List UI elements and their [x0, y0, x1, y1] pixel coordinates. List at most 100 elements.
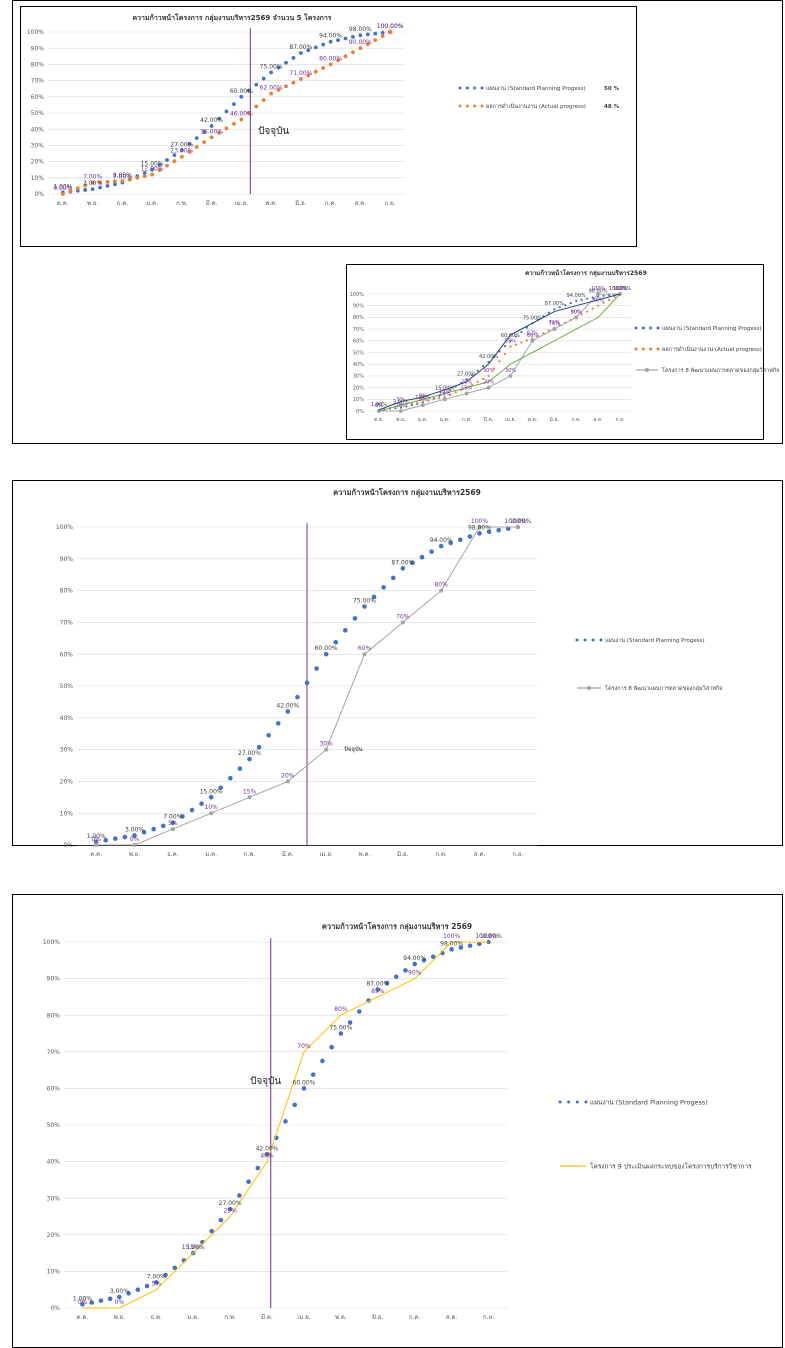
- series-point: [420, 403, 425, 408]
- data-label: 62%: [527, 330, 538, 336]
- legend-marker: [583, 638, 587, 642]
- series-point: [477, 941, 482, 947]
- data-label: 27.00%: [170, 141, 193, 148]
- data-label: 75.00%: [329, 1025, 352, 1032]
- series-point: [93, 839, 99, 845]
- data-label: 0%: [375, 403, 383, 409]
- y-tick-label: 40%: [353, 362, 364, 368]
- data-label: 80.00%: [319, 55, 342, 62]
- series-point: [247, 795, 252, 800]
- series-point: [80, 1302, 85, 1307]
- y-tick-label: 100%: [56, 524, 73, 531]
- data-label: 0%: [91, 836, 101, 843]
- series-point: [179, 154, 184, 159]
- y-tick-label: 40%: [47, 1159, 61, 1166]
- x-tick-label: ก.พ.: [462, 417, 472, 423]
- legend-marker: [599, 638, 603, 642]
- series-point: [509, 339, 512, 342]
- y-tick-label: 90%: [31, 45, 45, 52]
- legend-marker: [480, 86, 484, 90]
- series-point: [487, 374, 490, 377]
- series-point: [569, 301, 572, 305]
- series-point: [580, 313, 583, 316]
- data-label: 100%: [480, 933, 497, 940]
- y-tick-label: 90%: [47, 976, 61, 983]
- series-line: [378, 293, 621, 412]
- data-label: 90%: [593, 298, 604, 304]
- data-label: 15.00%: [141, 161, 164, 168]
- series-point: [496, 527, 501, 533]
- series-point: [503, 352, 507, 356]
- legend-marker: [458, 86, 462, 90]
- x-tick-label: มิ.ย.: [550, 416, 560, 423]
- series-point: [591, 307, 594, 310]
- series-point: [449, 393, 452, 396]
- data-label: 60.00%: [293, 1079, 316, 1086]
- legend-marker: [575, 1100, 579, 1104]
- data-label: 12%: [439, 389, 450, 395]
- series-point: [586, 297, 589, 300]
- series-point: [393, 974, 399, 980]
- series-point: [227, 1206, 233, 1212]
- x-tick-label: มิ.ย.: [397, 851, 408, 858]
- series-point: [477, 525, 482, 529]
- series-point: [362, 652, 367, 657]
- data-label: 100%: [613, 286, 628, 292]
- series-point: [438, 543, 444, 549]
- data-label: 15.00%: [200, 788, 223, 795]
- data-label: 98.00%: [589, 288, 608, 294]
- series-point: [449, 947, 454, 952]
- y-tick-label: 20%: [353, 385, 364, 391]
- data-label: 70%: [396, 613, 410, 620]
- x-tick-label: ธ.ค.: [151, 1314, 163, 1321]
- data-label: 100.00%: [377, 23, 404, 30]
- series-point: [208, 795, 214, 800]
- series-point: [218, 785, 224, 791]
- data-label: 94.00%: [403, 955, 426, 962]
- series-point: [467, 943, 473, 948]
- legend-marker: [649, 326, 653, 330]
- x-tick-label: ก.ค.: [325, 200, 337, 207]
- y-tick-label: 10%: [353, 397, 364, 403]
- data-label: 98.00%: [468, 524, 491, 531]
- x-tick-label: ก.ย.: [512, 851, 523, 858]
- data-label: 3.00%: [125, 826, 144, 833]
- chart-2: ความก้าวหน้าโครงการ กลุ่มงานบริหาร2569 0%…: [350, 269, 780, 423]
- series-line: [378, 293, 621, 412]
- y-tick-label: 60%: [47, 1086, 61, 1093]
- series-point: [515, 525, 520, 529]
- series-point: [285, 709, 291, 714]
- x-tick-label: ธ.ค.: [418, 417, 428, 423]
- series-point: [458, 945, 464, 950]
- data-label: 1.00%: [53, 183, 72, 190]
- series-point: [365, 32, 370, 37]
- series-point: [514, 335, 518, 338]
- series-point: [165, 158, 169, 162]
- chart-title: ความก้าวหน้าโครงการ กลุ่มงานบริหาร2569: [525, 269, 647, 277]
- series-point: [338, 1031, 344, 1036]
- y-tick-label: 40%: [31, 126, 45, 133]
- data-label: 27.00%: [457, 371, 476, 377]
- series-point: [276, 65, 281, 70]
- series-point: [141, 829, 147, 835]
- series-point: [508, 373, 513, 378]
- y-tick-label: 70%: [60, 620, 74, 627]
- x-tick-label: ก.พ.: [224, 1314, 235, 1321]
- chart-title: ความก้าวหน้าโครงการ กลุ่มงานบริหาร 2569: [322, 921, 472, 931]
- series-point: [486, 385, 491, 390]
- series-point: [328, 62, 333, 67]
- series-point: [132, 843, 137, 847]
- x-tick-label: ก.ย.: [385, 200, 396, 207]
- x-tick-label: ม.ค.: [146, 200, 158, 207]
- series-point: [343, 628, 348, 633]
- data-label: 75.00%: [260, 64, 283, 71]
- legend-marker: [641, 347, 645, 351]
- x-tick-label: ก.ค.: [571, 417, 581, 423]
- y-tick-label: 100%: [350, 292, 365, 298]
- data-label: 30%: [483, 368, 494, 374]
- series-point: [68, 189, 73, 194]
- series-point: [107, 1296, 113, 1302]
- series-point: [187, 149, 192, 154]
- series-point: [481, 377, 485, 380]
- y-tick-label: 10%: [47, 1269, 61, 1276]
